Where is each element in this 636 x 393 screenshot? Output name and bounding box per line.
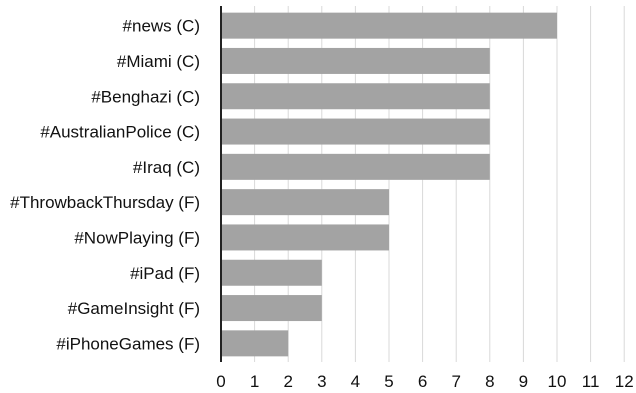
bar-9 [221,330,289,357]
bar-0 [221,12,557,39]
category-label: #Benghazi (C) [91,87,200,106]
x-tick-label-9: 9 [519,372,528,391]
category-labels: #news (C) #Miami (C) #Benghazi (C) #Austral… [10,17,200,354]
category-label: #Miami (C) [117,52,200,71]
x-tick-label-4: 4 [351,372,360,391]
bars [221,12,557,357]
bar-6 [221,224,389,251]
category-label: #NowPlaying (F) [74,228,200,247]
x-tick-label-12: 12 [615,372,634,391]
x-tick-label-0: 0 [216,372,225,391]
x-tick-label-8: 8 [485,372,494,391]
x-tick-label-11: 11 [582,372,600,391]
bar-3 [221,118,490,145]
bar-8 [221,295,322,322]
bar-1 [221,47,490,74]
x-tick-labels: 0 1 2 3 4 5 6 7 8 9 10 11 12 [216,372,633,391]
bar-4 [221,153,490,180]
bar-7 [221,259,322,286]
category-label: #ThrowbackThursday (F) [10,193,200,212]
category-label: #Iraq (C) [133,158,200,177]
category-label: #iPhoneGames (F) [56,334,200,353]
x-tick-label-7: 7 [451,372,460,391]
x-tick-label-6: 6 [418,372,427,391]
x-tick-label-1: 1 [250,372,259,391]
x-tick-label-2: 2 [283,372,292,391]
bar-2 [221,83,490,110]
x-tick-label-10: 10 [548,372,567,391]
category-label: #GameInsight (F) [68,299,200,318]
x-tick-label-3: 3 [317,372,326,391]
x-tick-label-5: 5 [384,372,393,391]
category-label: #AustralianPolice (C) [40,123,200,142]
bar-5 [221,189,389,216]
category-label: #iPad (F) [130,264,200,283]
category-label: #news (C) [123,17,200,36]
